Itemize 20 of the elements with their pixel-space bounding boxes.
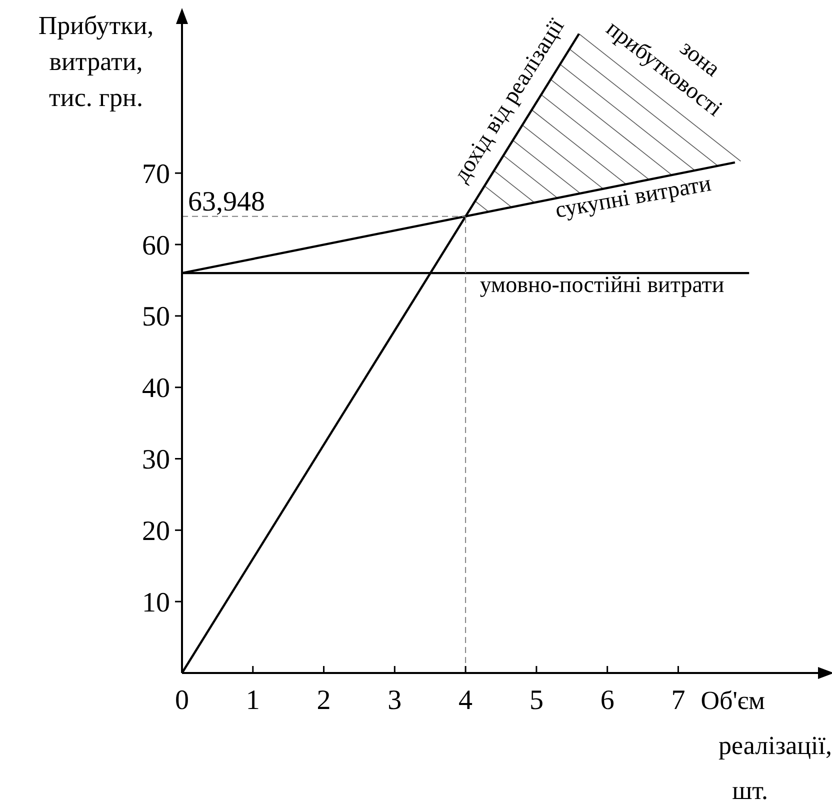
x-tick-label: 4 bbox=[458, 685, 473, 716]
y-tick-label: 40 bbox=[142, 373, 170, 404]
x-tick-label: 0 bbox=[175, 685, 189, 716]
x-tick-label: 7 bbox=[671, 685, 686, 716]
y-tick-label: 10 bbox=[142, 587, 170, 618]
series-label: умовно-постійні витрати bbox=[480, 272, 724, 298]
x-tick-label: 6 bbox=[600, 685, 614, 716]
x-tick-label: 3 bbox=[388, 685, 402, 716]
y-axis-title: Прибутки, витрати, тис. грн. bbox=[38, 11, 154, 112]
y-tick-label: 50 bbox=[142, 302, 170, 333]
y-tick-label: 20 bbox=[142, 516, 170, 547]
ref-line-label: 63,948 bbox=[188, 186, 265, 218]
x-tick-label: 1 bbox=[246, 685, 260, 716]
y-tick-label: 60 bbox=[142, 230, 170, 262]
x-axis-title: Об'єм реалізації, шт. bbox=[700, 686, 832, 802]
y-tick-label: 30 bbox=[142, 444, 170, 476]
text: сукупні витрати bbox=[553, 170, 713, 223]
x-tick-label: 5 bbox=[529, 685, 544, 716]
y-tick-label: 70 bbox=[142, 158, 170, 190]
x-tick-label: 2 bbox=[316, 685, 331, 716]
